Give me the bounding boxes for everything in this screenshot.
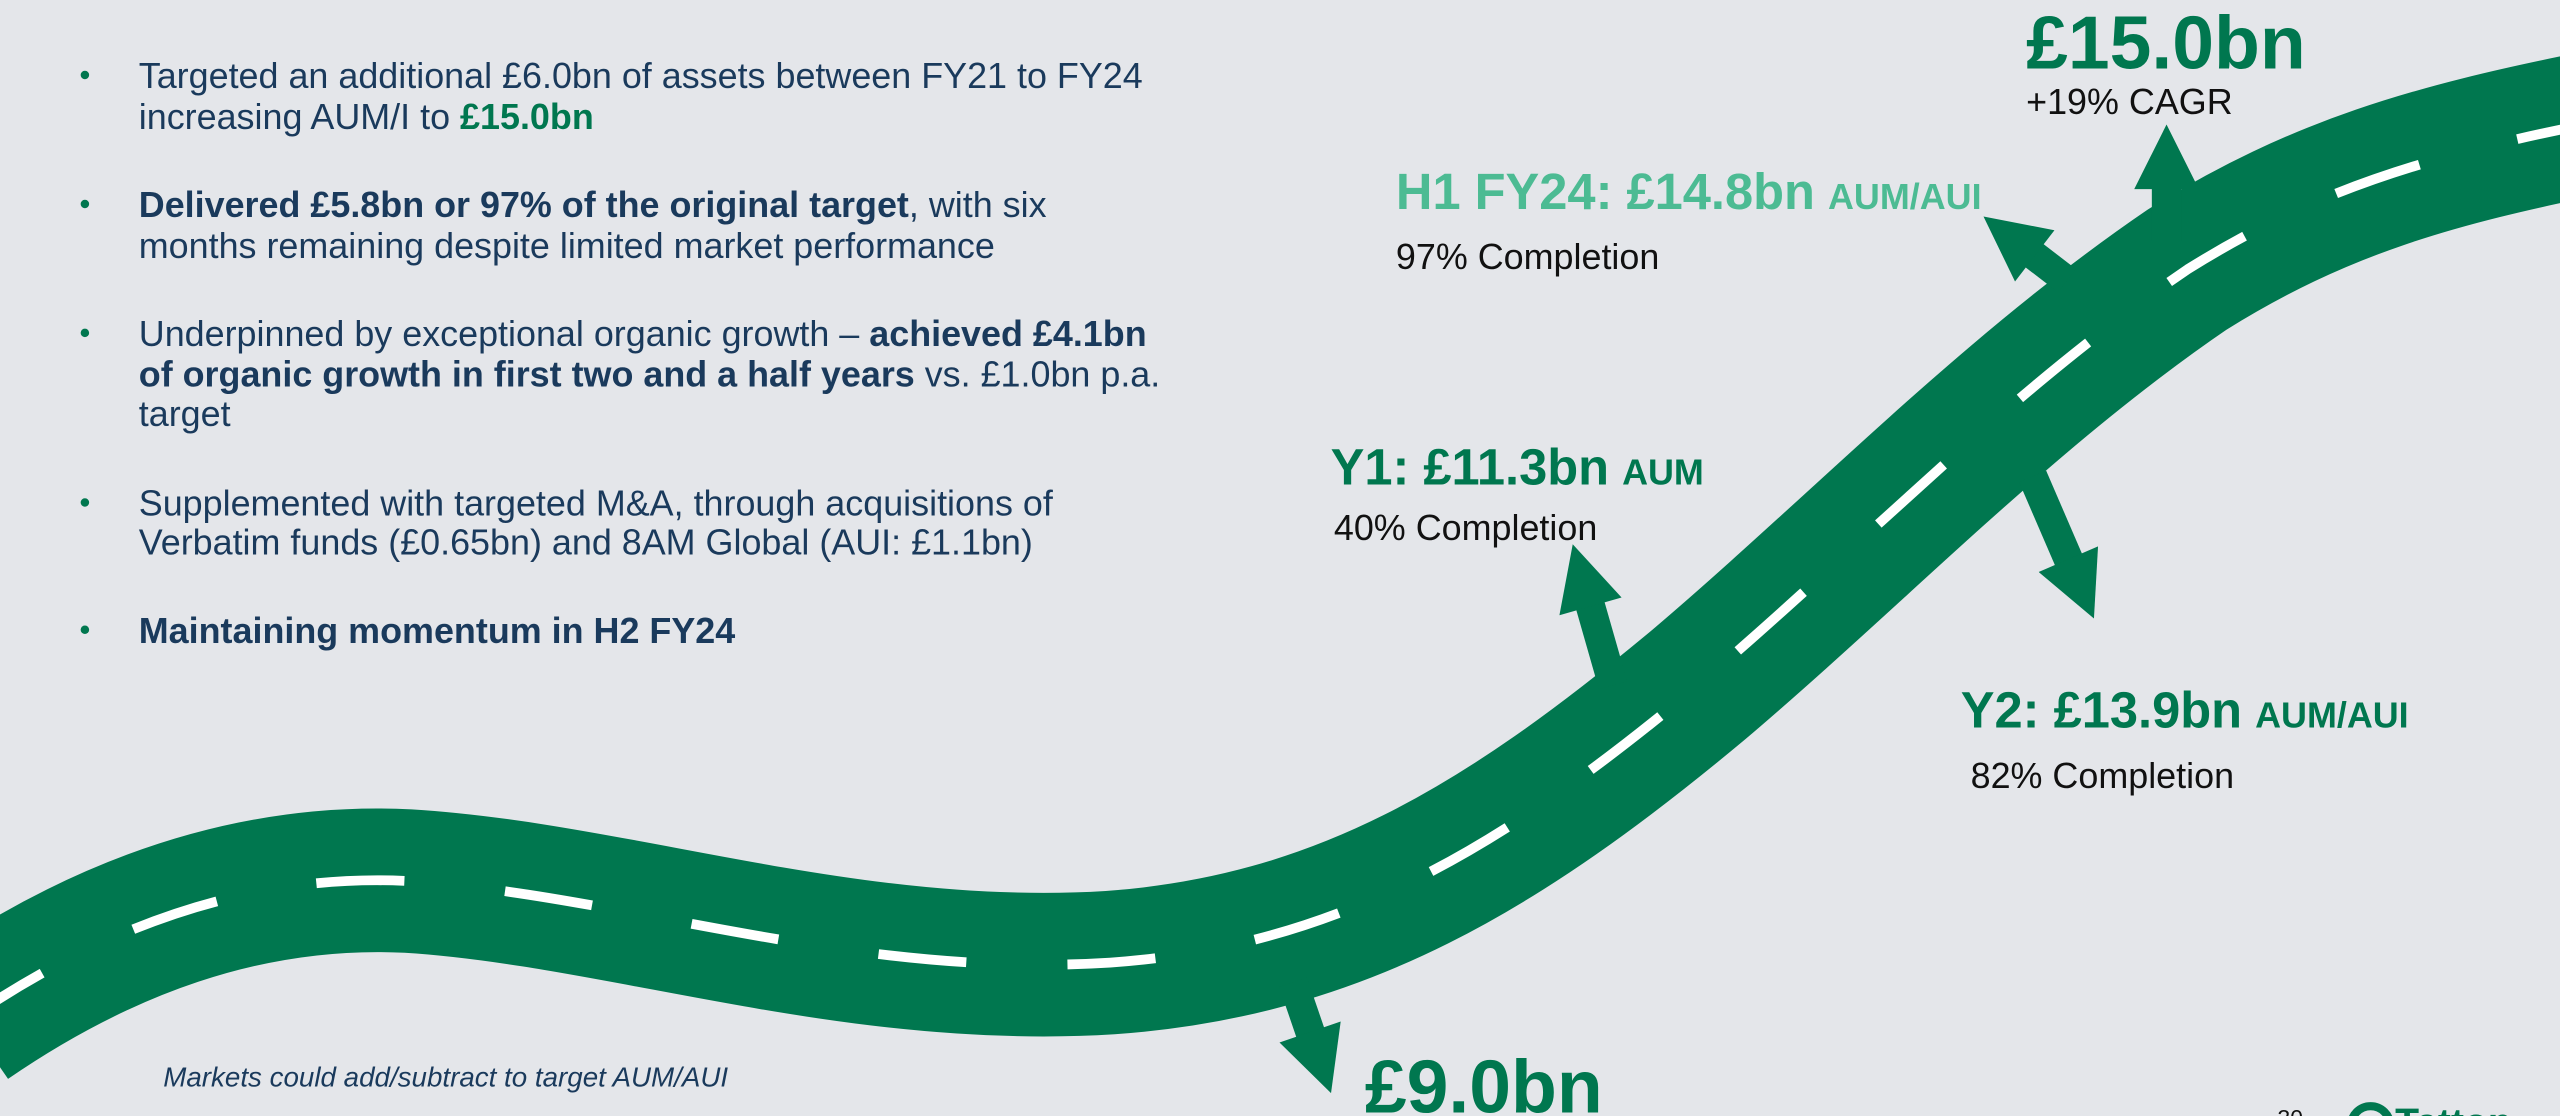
arrows [1279, 124, 2199, 1094]
text-run: increasing AUM/I to [139, 97, 460, 137]
bullet-line: increasing AUM/I to £15.0bn [139, 97, 594, 137]
text-run: Supplemented with targeted M&A, through … [139, 484, 1054, 524]
bullet-dot [80, 199, 90, 209]
milestone-completion: 82% Completion [1971, 756, 2234, 796]
bullet-dot [80, 498, 90, 507]
milestone-label: H1 FY24: £14.8bn AUM/AUI [1396, 163, 1982, 220]
text-run: Targeted an additional £6.0bn of assets … [139, 56, 1143, 96]
milestone-label: Y1: £11.3bn AUM [1331, 439, 1704, 496]
text-run: months remaining despite limited market … [139, 226, 995, 266]
bullet-dot [80, 625, 90, 635]
bullet-line: Supplemented with targeted M&A, through … [139, 484, 1054, 524]
bullet-dot [80, 328, 90, 338]
logo-mark [2349, 1102, 2393, 1116]
target-value: £15.0bn [2026, 1, 2306, 85]
milestone-completion: 40% Completion [1334, 508, 1597, 548]
bullet-line: Delivered £5.8bn or 97% of the original … [139, 185, 1047, 225]
road-dashes [0, 124, 2560, 1005]
text-run: Delivered £5.8bn or 97% of the original … [139, 185, 909, 225]
milestone-unit: AUM [1622, 453, 1704, 493]
bullet-line: Maintaining momentum in H2 FY24 [139, 611, 735, 651]
milestone-value: Y2: £13.9bn [1961, 682, 2242, 739]
arrow [1559, 544, 1628, 690]
text-run: Verbatim funds (£0.65bn) and 8AM Global … [139, 523, 1033, 563]
text-run: Maintaining momentum in H2 FY24 [139, 611, 735, 651]
start-value: £9.0bn [1365, 1045, 1603, 1116]
bullet-list: Targeted an additional £6.0bn of assets … [80, 56, 1160, 651]
milestone-unit: AUM/AUI [1828, 177, 1982, 217]
milestone-label: Y2: £13.9bn AUM/AUI [1961, 682, 2409, 739]
arrow [1279, 977, 1341, 1094]
page-number: 30 [2278, 1105, 2303, 1116]
text-run: vs. £1.0bn p.a. [915, 355, 1161, 395]
text-run: target [139, 394, 231, 434]
milestone-value: Y1: £11.3bn [1331, 439, 1609, 496]
footnote: Markets could add/subtract to target AUM… [163, 1062, 728, 1093]
text-run: of organic growth in first two and a hal… [139, 355, 915, 395]
milestone-value: H1 FY24: £14.8bn [1396, 163, 1815, 220]
arrow [1983, 216, 2076, 293]
text-run: achieved £4.1bn [869, 314, 1146, 354]
bullet-line: Underpinned by exceptional organic growt… [139, 314, 1147, 354]
text-run: Underpinned by exceptional organic growt… [139, 314, 869, 354]
target-note: +19% CAGR [2026, 82, 2233, 122]
bullet-line: Verbatim funds (£0.65bn) and 8AM Global … [139, 523, 1033, 563]
milestone-completion: 97% Completion [1396, 237, 1659, 277]
bullet-dot [80, 70, 90, 80]
text-run: , with six [909, 185, 1047, 225]
bullet-line: target [139, 394, 231, 434]
milestone-unit: AUM/AUI [2255, 696, 2409, 736]
bullet-line: months remaining despite limited market … [139, 226, 995, 266]
bullet-line: of organic growth in first two and a hal… [139, 355, 1160, 395]
text-run: £15.0bn [460, 97, 594, 137]
arrow [2019, 470, 2099, 619]
logo: Tatton [2395, 1102, 2512, 1116]
bullet-line: Targeted an additional £6.0bn of assets … [139, 56, 1143, 96]
